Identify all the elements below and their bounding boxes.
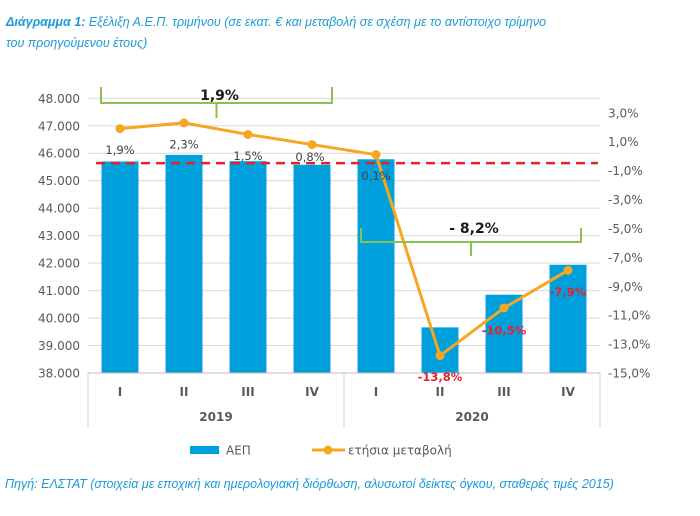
category-label: III: [497, 385, 510, 399]
bracket-label: - 8,2%: [449, 221, 499, 237]
left-tick-label: 41.000: [38, 284, 80, 298]
right-tick-label: -7,0%: [608, 251, 643, 265]
data-labels: 1,9% 2,3% 1,5% 0,8% 0,1% -13,8% -10,5% -7,9%: [105, 137, 586, 384]
right-tick-label: -5,0%: [608, 222, 643, 236]
line-marker: [179, 118, 189, 128]
data-label: -13,8%: [418, 370, 463, 384]
category-label: I: [374, 385, 378, 399]
year-label: 2019: [199, 410, 232, 424]
right-tick-label: 1,0%: [608, 135, 639, 149]
growth-bracket: 1,9%: [100, 87, 333, 118]
legend-bar-swatch: [190, 446, 219, 454]
data-label: 2,3%: [169, 137, 198, 151]
data-label: 0,8%: [295, 150, 324, 164]
right-tick-label: -11,0%: [608, 309, 650, 323]
chart-title-label: Διάγραμμα 1:: [6, 15, 86, 29]
line-marker: [115, 124, 125, 134]
bracket-shape: [100, 87, 333, 118]
data-label: 1,5%: [233, 149, 262, 163]
legend-line-marker: [323, 445, 333, 455]
left-tick-label: 42.000: [38, 257, 80, 271]
bar: [165, 154, 203, 373]
right-tick-label: -15,0%: [608, 367, 650, 381]
right-axis: -15,0% -13,0% -11,0% -9,0% -7,0% -5,0% -3,0% -1…: [608, 106, 650, 380]
bar: [549, 264, 587, 373]
line-marker: [435, 351, 445, 361]
source-note: Πηγή: ΕΛΣΤΑΤ (στοιχεία με εποχική και ημ…: [5, 477, 614, 491]
legend-label-change: ετήσια μεταβολή: [348, 444, 452, 458]
category-label: IV: [561, 385, 575, 399]
data-label: 1,9%: [105, 143, 134, 157]
left-tick-label: 46.000: [38, 147, 80, 161]
data-label: -10,5%: [482, 323, 527, 337]
legend: ΑΕΠ ετήσια μεταβολή: [190, 444, 452, 458]
right-tick-label: -9,0%: [608, 280, 643, 294]
line-marker: [307, 140, 317, 150]
bracket-shape: [360, 228, 582, 256]
bar: [293, 164, 331, 373]
data-label: -7,9%: [550, 285, 587, 299]
bar-series: [101, 154, 587, 373]
category-label: I: [118, 385, 122, 399]
bar: [101, 161, 139, 373]
right-tick-label: 3,0%: [608, 106, 639, 120]
year-label: 2020: [455, 410, 488, 424]
category-label: II: [436, 385, 445, 399]
category-label: II: [180, 385, 189, 399]
bracket-label: 1,9%: [200, 88, 239, 104]
left-tick-label: 39.000: [38, 339, 80, 353]
bar: [421, 327, 459, 373]
legend-label-gdp: ΑΕΠ: [226, 444, 251, 458]
left-tick-label: 48.000: [38, 92, 80, 106]
category-label: IV: [305, 385, 319, 399]
chart-title-text: Εξέλιξη Α.Ε.Π. τριμήνου (σε εκατ. € και …: [88, 15, 547, 29]
bar: [229, 161, 267, 373]
left-tick-label: 44.000: [38, 202, 80, 216]
line-marker: [243, 129, 253, 139]
left-tick-label: 38.000: [38, 367, 80, 381]
line-marker: [499, 303, 509, 313]
left-tick-label: 43.000: [38, 229, 80, 243]
line-marker: [563, 265, 573, 275]
left-tick-label: 40.000: [38, 312, 80, 326]
chart-title-line-1: Διάγραμμα 1: Εξέλιξη Α.Ε.Π. τριμήνου (σε…: [6, 12, 546, 33]
line-marker: [371, 150, 381, 160]
line-series: [115, 118, 573, 361]
gridlines: [88, 97, 600, 347]
left-axis: 38.000 39.000 40.000 41.000 42.000 43.000 44.0…: [38, 92, 80, 381]
chart-title-line-2: του προηγούμενου έτους): [6, 36, 148, 50]
line-path: [119, 121, 569, 358]
data-label: 0,1%: [361, 169, 390, 183]
right-tick-label: -1,0%: [608, 164, 643, 178]
right-tick-label: -3,0%: [608, 193, 643, 207]
left-tick-label: 47.000: [38, 119, 80, 133]
left-tick-label: 45.000: [38, 174, 80, 188]
growth-bracket: - 8,2%: [360, 221, 582, 256]
right-tick-label: -13,0%: [608, 338, 650, 352]
chart-title: Διάγραμμα 1: Εξέλιξη Α.Ε.Π. τριμήνου (σε…: [6, 12, 546, 54]
category-label: III: [241, 385, 254, 399]
